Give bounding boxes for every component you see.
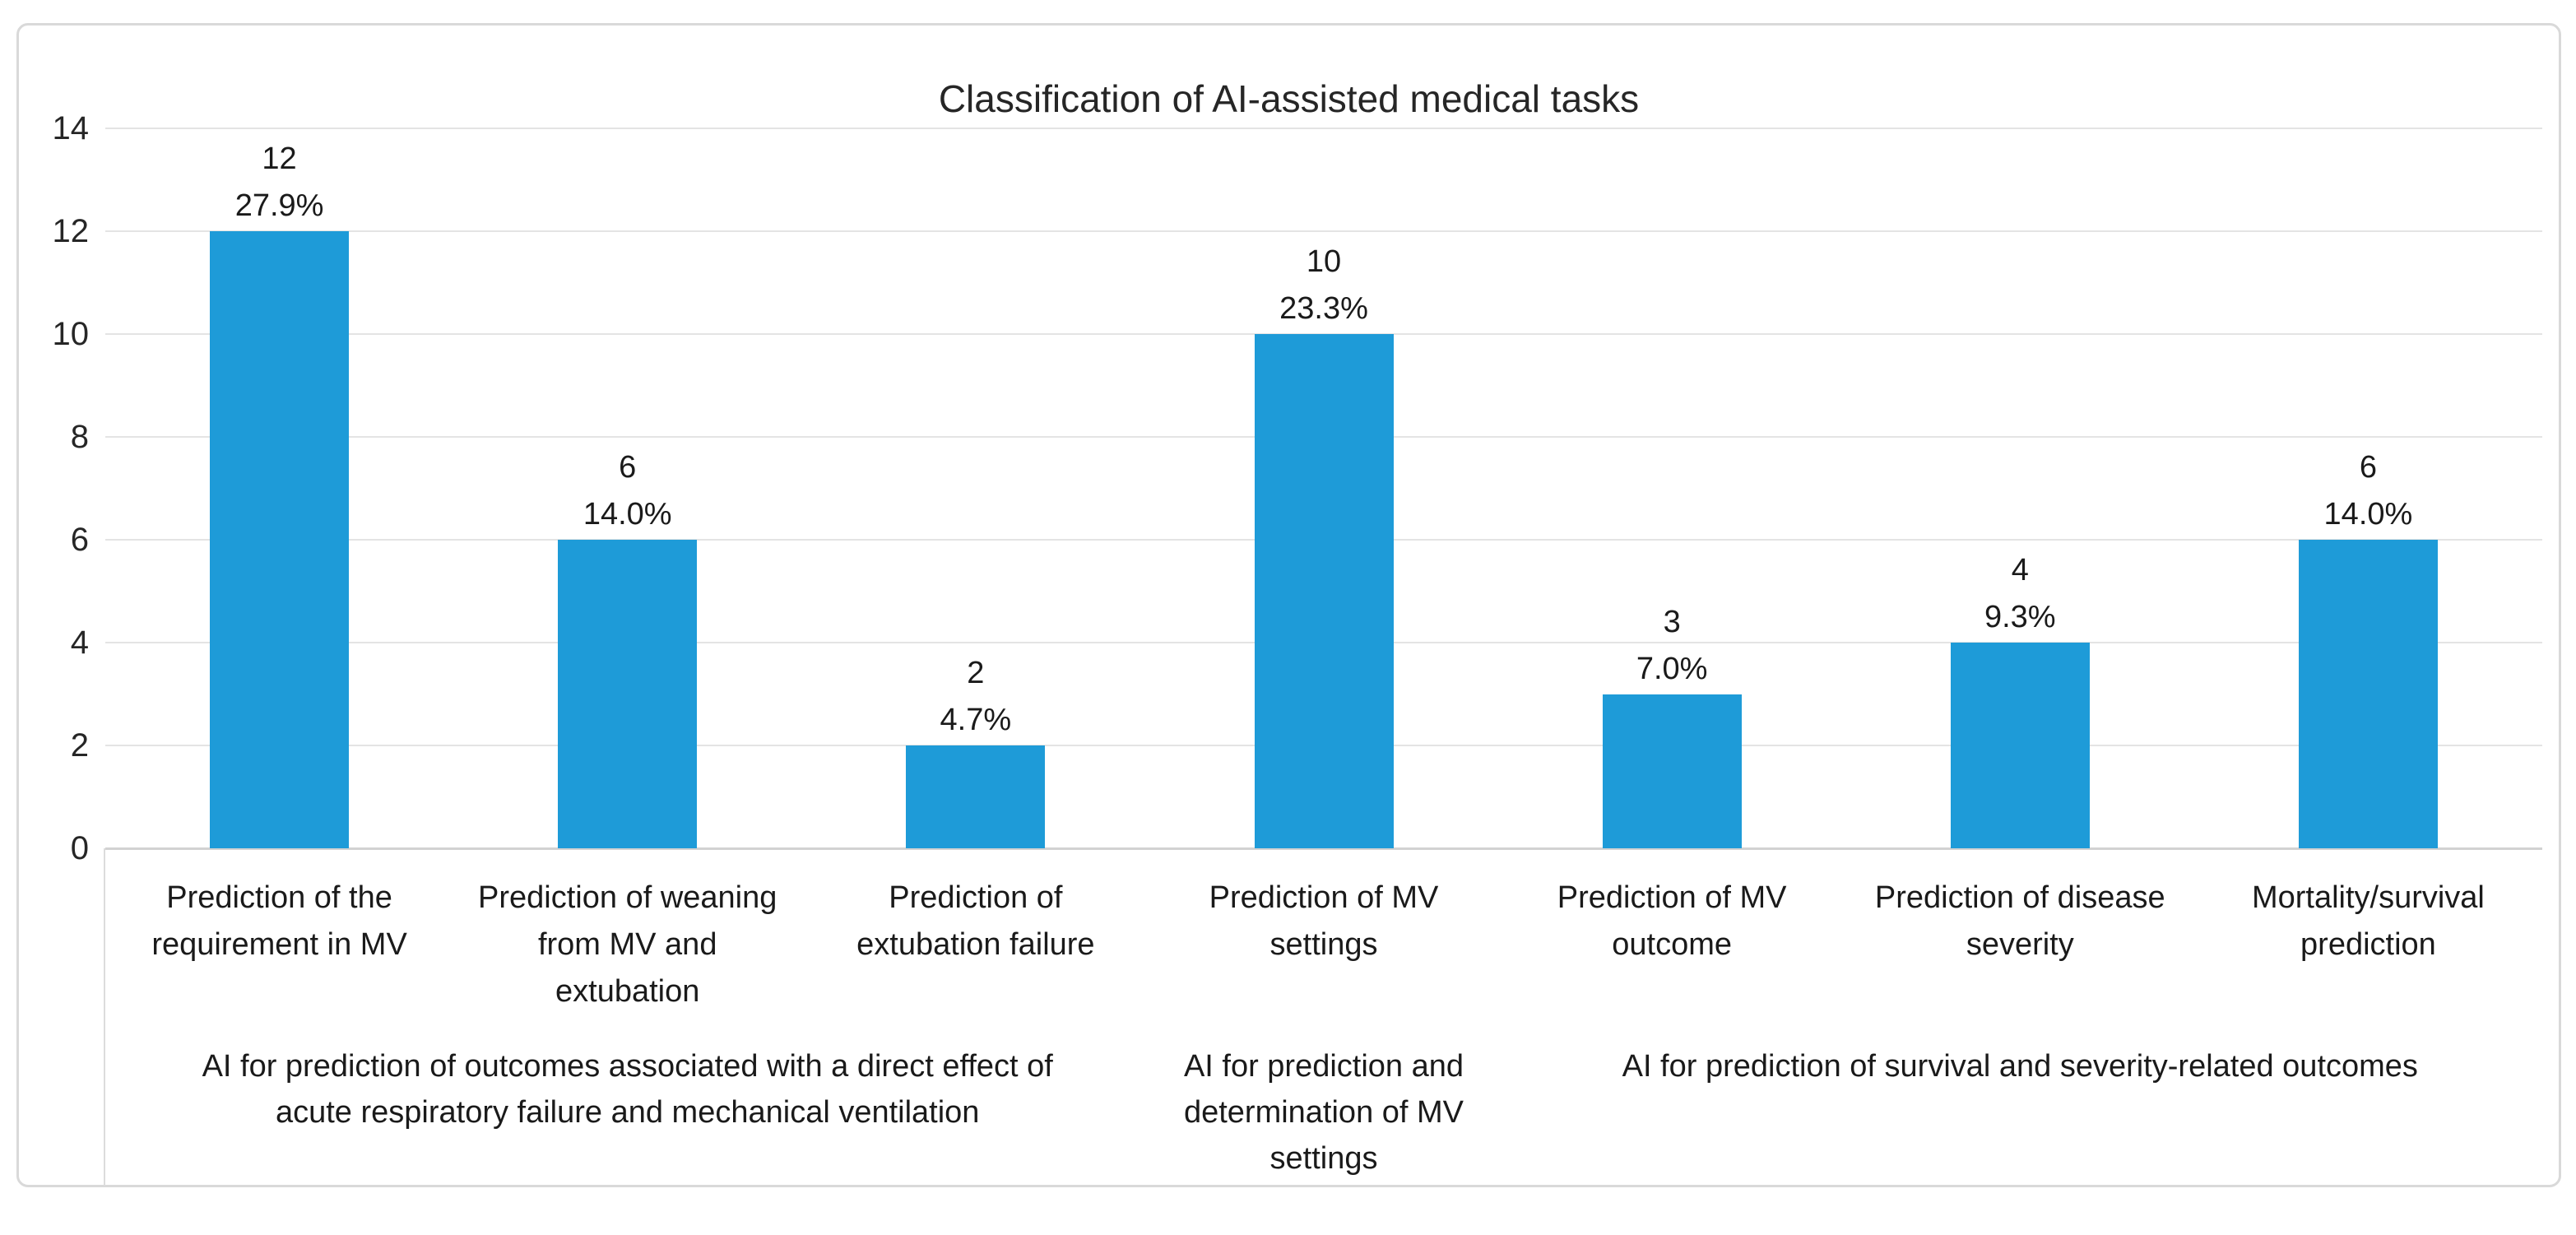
x-axis-line: [105, 847, 2542, 850]
y-axis-tick-label: 0: [70, 830, 89, 866]
group-label-2: AI for prediction and determination of M…: [1183, 1049, 1464, 1176]
bar-1: [210, 231, 350, 848]
y-axis-tick-label: 12: [52, 213, 90, 249]
bar-value-label-5: 3 7.0%: [1636, 604, 1708, 686]
category-label-3: Prediction of extubation failure: [856, 880, 1095, 962]
y-axis-tick-label: 8: [70, 419, 89, 455]
category-label-7: Mortality/survival prediction: [2251, 880, 2485, 962]
category-label-1: Prediction of the requirement in MV: [151, 880, 407, 962]
gridline-y12: [105, 230, 2542, 232]
category-label-4: Prediction of MV settings: [1209, 880, 1439, 962]
chart-container: Classification of AI-assisted medical ta…: [16, 23, 2561, 1187]
bar-value-label-1: 12 27.9%: [234, 142, 324, 223]
group-label-1: AI for prediction of outcomes associated…: [202, 1049, 1053, 1130]
category-label-2: Prediction of weaning from MV and extuba…: [478, 880, 777, 1009]
bar-2: [558, 540, 698, 848]
gridline-y14: [105, 128, 2542, 129]
group-label-3: AI for prediction of survival and severi…: [1622, 1049, 2418, 1084]
chart-title: Classification of AI-assisted medical ta…: [938, 77, 1640, 120]
bar-value-label-6: 4 9.3%: [1984, 553, 2056, 634]
bar-6: [1950, 643, 2090, 848]
y-axis-tick-label: 4: [70, 624, 89, 661]
bar-7: [2298, 540, 2438, 848]
bar-5: [1602, 694, 1742, 848]
bar-value-label-7: 6 14.0%: [2323, 450, 2413, 532]
bar-4: [1254, 334, 1394, 848]
category-axis-left-tick: [104, 848, 105, 1186]
y-axis-tick-label: 14: [52, 110, 90, 146]
bar-value-label-4: 10 23.3%: [1279, 244, 1368, 326]
category-label-6: Prediction of disease severity: [1874, 880, 2165, 962]
y-axis-tick-label: 10: [52, 316, 90, 352]
y-axis-tick-label: 2: [70, 727, 89, 764]
y-axis-tick-label: 6: [70, 522, 89, 558]
bar-value-label-3: 2 4.7%: [940, 656, 1012, 737]
bar-3: [906, 745, 1046, 848]
bar-value-label-2: 6 14.0%: [583, 450, 672, 532]
category-label-5: Prediction of MV outcome: [1557, 880, 1787, 962]
